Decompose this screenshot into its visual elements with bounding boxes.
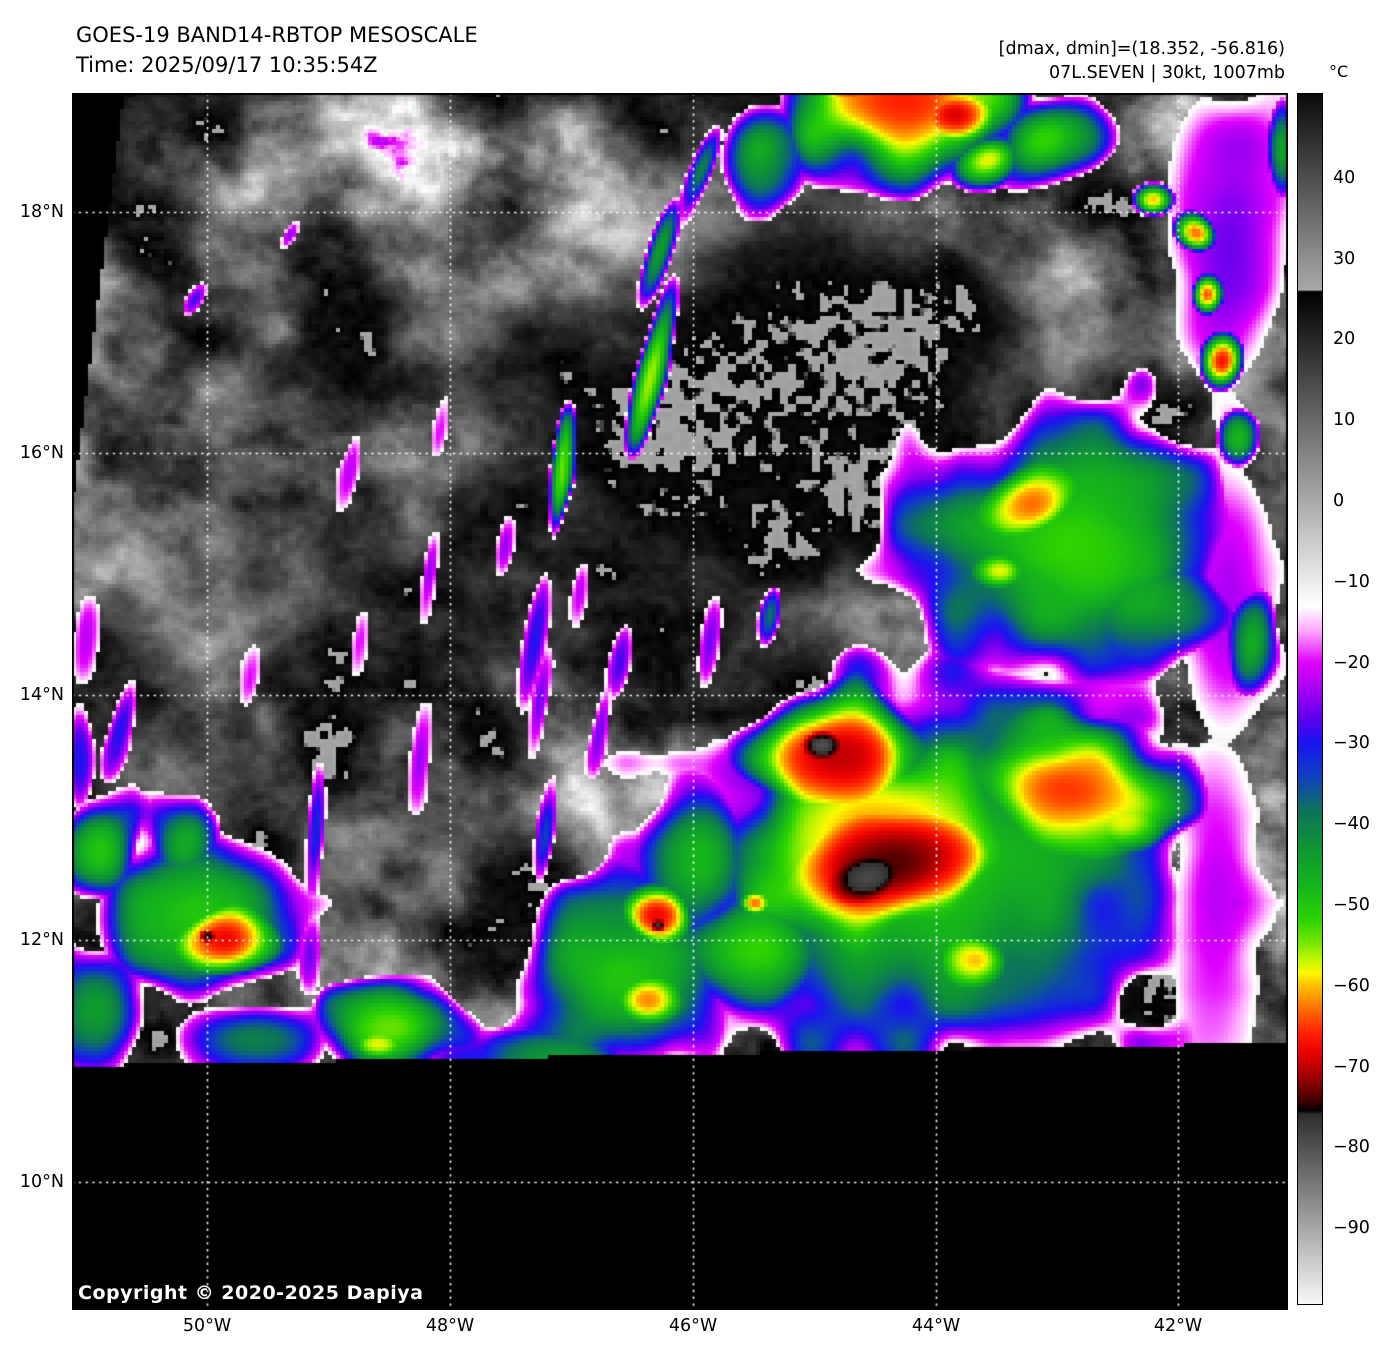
lat-tick-label: 10°N xyxy=(19,1172,64,1192)
lon-tick-label: 42°W xyxy=(1153,1316,1203,1336)
colorbar-tick-label: −10 xyxy=(1333,571,1370,592)
colorbar-tick-label: 40 xyxy=(1333,167,1356,188)
colorbar-tick-label: −80 xyxy=(1333,1137,1370,1158)
colorbar-tick-label: 10 xyxy=(1333,410,1356,431)
colorbar-tick-label: −20 xyxy=(1333,652,1370,673)
colorbar-tick-label: −60 xyxy=(1333,975,1370,996)
lat-tick-label: 14°N xyxy=(19,685,64,705)
colorbar-tick-label: −40 xyxy=(1333,814,1370,835)
lat-tick-label: 18°N xyxy=(19,202,64,222)
lat-tick-label: 16°N xyxy=(19,443,64,463)
dmax-dmin-annotation: [dmax, dmin]=(18.352, -56.816) xyxy=(998,39,1285,59)
colorbar-tick-label: −90 xyxy=(1333,1218,1370,1239)
timestamp: Time: 2025/09/17 10:35:54Z xyxy=(76,53,378,77)
annotation-block: [dmax, dmin]=(18.352, -56.816) 07L.SEVEN… xyxy=(999,37,1285,85)
satellite-imagery-canvas xyxy=(72,93,1288,1310)
colorbar-tick-label: −70 xyxy=(1333,1056,1370,1077)
lon-tick-label: 44°W xyxy=(911,1316,961,1336)
colorbar-tick-label: −50 xyxy=(1333,895,1370,916)
colorbar-tick-label: 30 xyxy=(1333,248,1356,269)
colorbar-tick-label: 0 xyxy=(1333,491,1345,512)
lon-tick-label: 50°W xyxy=(182,1316,232,1336)
colorbar xyxy=(1297,93,1323,1305)
lon-tick-label: 48°W xyxy=(425,1316,475,1336)
title-block: GOES-19 BAND14-RBTOP MESOSCALE Time: 202… xyxy=(76,20,478,80)
copyright-text: Copyright © 2020-2025 Dapiya xyxy=(78,1282,424,1304)
colorbar-tick-label: −30 xyxy=(1333,733,1370,754)
storm-annotation: 07L.SEVEN | 30kt, 1007mb xyxy=(1049,63,1285,83)
lat-tick-label: 12°N xyxy=(19,930,64,950)
colorbar-tick-label: 20 xyxy=(1333,329,1356,350)
page-title: GOES-19 BAND14-RBTOP MESOSCALE xyxy=(76,23,478,47)
lon-tick-label: 46°W xyxy=(668,1316,718,1336)
colorbar-unit-label: °C xyxy=(1329,62,1349,81)
